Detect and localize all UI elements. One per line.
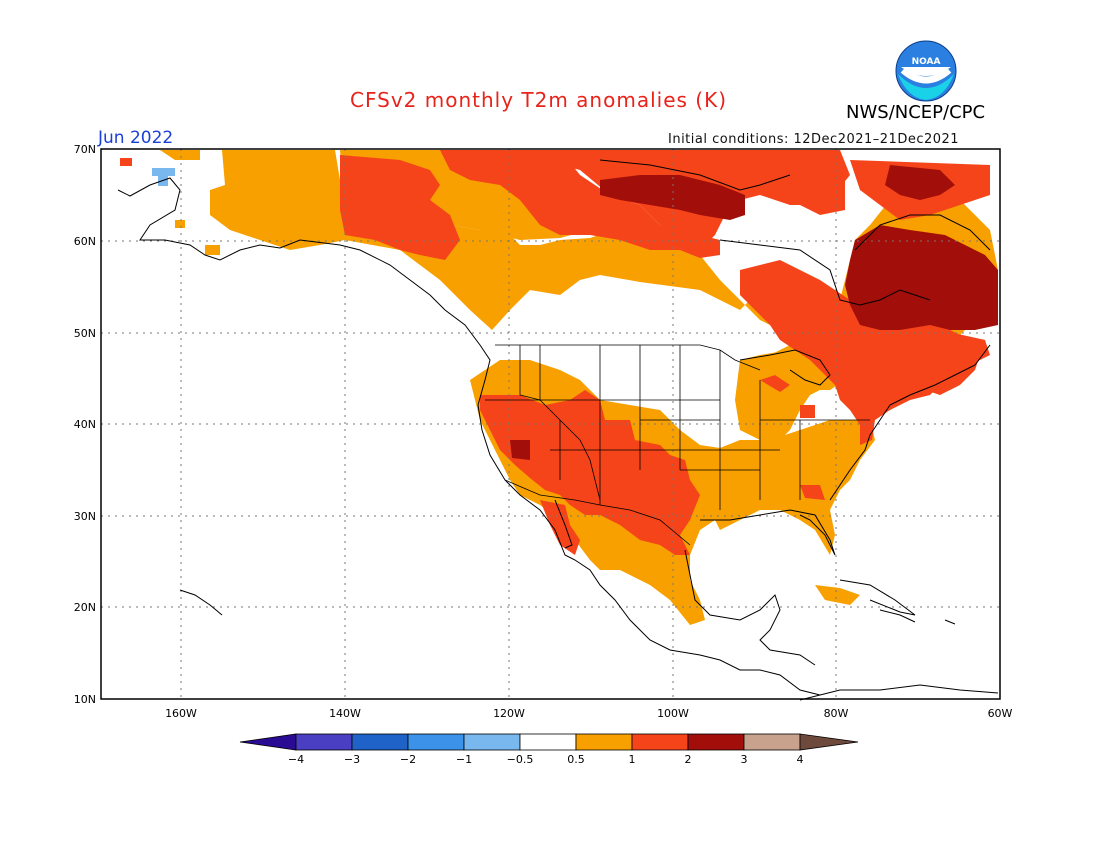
- legend-arrow-low: [239, 733, 297, 751]
- legend-tick: −1: [456, 753, 472, 766]
- legend-box: [631, 733, 689, 751]
- noaa-logo: NOAA: [895, 40, 957, 102]
- lat-label: 10N: [74, 693, 96, 706]
- legend-tick: −0.5: [507, 753, 534, 766]
- legend-box: [687, 733, 745, 751]
- lat-label: 20N: [74, 601, 96, 614]
- lon-label: 160W: [165, 707, 197, 720]
- legend-box: [743, 733, 801, 751]
- agency-label: NWS/NCEP/CPC: [846, 102, 986, 123]
- lat-label: 70N: [74, 143, 96, 156]
- forecast-month: Jun 2022: [98, 128, 174, 148]
- anomaly-light-blue: [152, 168, 175, 186]
- lon-label: 140W: [329, 707, 361, 720]
- legend-tick: −3: [344, 753, 360, 766]
- lat-label: 30N: [74, 510, 96, 523]
- legend-tick: −2: [400, 753, 416, 766]
- lat-label: 50N: [74, 327, 96, 340]
- lon-label: 60W: [988, 707, 1013, 720]
- map-title: CFSv2 monthly T2m anomalies (K): [350, 88, 727, 112]
- color-legend: −4 −3 −2 −1 −0.5 0.5 1 2 3 4: [239, 733, 859, 766]
- legend-box: [463, 733, 521, 751]
- map-frame: [100, 148, 1001, 700]
- legend-box: [519, 733, 577, 751]
- initial-conditions: Initial conditions: 12Dec2021–21Dec2021: [668, 132, 960, 147]
- lon-label: 120W: [493, 707, 525, 720]
- lon-axis-labels: 160W 140W 120W 100W 80W 60W: [165, 707, 1012, 720]
- lat-axis-labels: 70N 60N 50N 40N 30N 20N 10N: [74, 143, 96, 706]
- map-panel: [100, 148, 1001, 701]
- legend-box: [295, 733, 353, 751]
- political-boundaries: [485, 344, 870, 546]
- graticule: [101, 149, 1000, 699]
- anomaly-dark-red: [510, 165, 998, 460]
- legend-box: [351, 733, 409, 751]
- coastlines: [117, 159, 999, 701]
- lat-label: 60N: [74, 235, 96, 248]
- legend-tick: 3: [741, 753, 748, 766]
- noaa-logo-text: NOAA: [912, 57, 941, 67]
- lon-label: 100W: [657, 707, 689, 720]
- lon-label: 80W: [824, 707, 849, 720]
- legend-tick: 0.5: [567, 753, 585, 766]
- legend-tick: −4: [288, 753, 304, 766]
- legend-tick: 1: [629, 753, 636, 766]
- legend-arrow-high: [799, 733, 859, 751]
- legend-box: [407, 733, 465, 751]
- lat-label: 40N: [74, 418, 96, 431]
- legend-tick: 2: [685, 753, 692, 766]
- legend-box: [575, 733, 633, 751]
- legend-tick: 4: [797, 753, 804, 766]
